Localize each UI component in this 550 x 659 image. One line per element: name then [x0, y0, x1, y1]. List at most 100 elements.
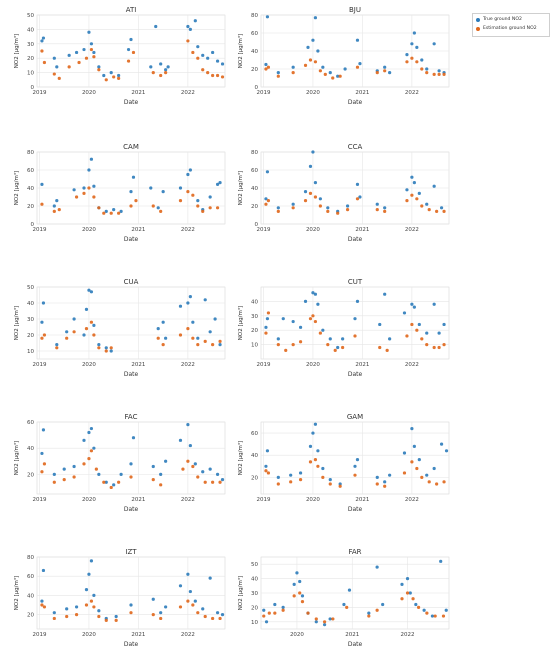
estimation-point — [289, 480, 293, 484]
true-ground-point — [422, 608, 426, 612]
true-ground-point — [84, 588, 89, 592]
true-ground-point — [417, 191, 421, 195]
true-ground-point — [220, 478, 225, 482]
y-tick-label: 0 — [255, 85, 259, 91]
true-ground-point — [109, 71, 113, 75]
estimation-point — [405, 591, 410, 595]
estimation-point — [74, 195, 79, 199]
true-ground-point — [191, 320, 195, 324]
true-ground-point — [188, 443, 192, 448]
x-axis-label: Date — [348, 506, 363, 513]
true-ground-point — [265, 317, 270, 321]
estimation-point — [40, 49, 44, 53]
estimation-point — [40, 470, 44, 474]
estimation-point — [77, 60, 81, 65]
estimation-point — [92, 55, 96, 59]
estimation-point — [52, 209, 56, 213]
panel-title: GAM — [347, 413, 363, 421]
estimation-point — [276, 343, 280, 347]
true-ground-point — [400, 582, 404, 586]
true-ground-point — [264, 197, 268, 201]
estimation-point — [159, 73, 163, 78]
estimation-point — [427, 480, 431, 484]
true-ground-point — [358, 62, 362, 66]
x-tick-label: 2022 — [181, 227, 195, 233]
true-ground-point — [41, 568, 46, 573]
x-tick-label: 2019 — [32, 632, 46, 638]
true-ground-point — [367, 611, 371, 615]
x-tick-label: 2020 — [82, 362, 96, 368]
estimation-point — [420, 337, 424, 341]
true-ground-point — [281, 317, 285, 321]
true-ground-point — [388, 473, 392, 477]
true-ground-point — [311, 291, 315, 295]
y-tick-label: 10 — [251, 343, 258, 349]
estimation-point — [303, 199, 308, 203]
estimation-point — [186, 459, 190, 463]
estimation-point — [181, 467, 185, 471]
estimation-point — [264, 469, 268, 473]
true-ground-point — [52, 56, 56, 60]
estimation-point — [206, 71, 210, 75]
y-tick-label: 20 — [251, 328, 258, 334]
true-ground-point — [321, 65, 325, 69]
true-ground-point — [321, 328, 325, 332]
estimation-point — [375, 482, 379, 486]
y-tick-label: 50 — [251, 562, 258, 568]
true-ground-point — [328, 337, 332, 341]
plot-area — [36, 421, 226, 495]
estimation-point — [203, 480, 207, 484]
true-ground-point — [425, 202, 429, 206]
estimation-point — [442, 72, 446, 76]
true-ground-point — [341, 337, 345, 341]
estimation-point — [326, 209, 330, 213]
y-tick-label: 40 — [27, 301, 34, 307]
true-ground-point — [295, 571, 299, 575]
true-ground-point — [276, 475, 280, 479]
x-tick-label: 2021 — [131, 90, 145, 96]
true-ground-point — [211, 50, 215, 55]
estimation-point — [74, 613, 79, 617]
true-ground-point — [425, 67, 429, 71]
true-ground-point — [208, 330, 212, 334]
estimation-point — [375, 71, 379, 75]
estimation-point — [203, 614, 207, 619]
true-ground-point — [193, 599, 197, 603]
true-ground-point — [402, 451, 407, 455]
true-ground-point — [276, 206, 280, 210]
true-ground-point — [264, 464, 268, 468]
y-tick-label: 10 — [27, 349, 34, 355]
estimation-point — [52, 480, 56, 484]
y-tick-label: 60 — [27, 168, 34, 174]
true-ground-point — [196, 45, 200, 49]
estimation-point — [40, 603, 44, 607]
plot-area — [36, 14, 226, 88]
true-ground-point — [355, 182, 360, 186]
x-tick-label: 2021 — [345, 632, 359, 638]
true-ground-point — [412, 305, 416, 309]
estimation-point — [331, 76, 335, 80]
estimation-point — [308, 460, 313, 464]
estimation-point — [211, 616, 215, 621]
true-ground-point — [420, 58, 424, 62]
estimation-point — [284, 348, 288, 352]
estimation-point — [159, 209, 163, 213]
estimation-point — [410, 56, 414, 60]
true-ground-point — [408, 591, 412, 595]
estimation-point — [92, 333, 96, 337]
estimation-point — [313, 60, 318, 64]
x-tick-label: 2020 — [82, 497, 96, 503]
estimation-point — [131, 50, 136, 55]
estimation-point — [303, 63, 308, 67]
estimation-point — [353, 334, 357, 338]
true-ground-point — [300, 594, 305, 598]
true-ground-point — [358, 195, 362, 199]
estimation-point — [186, 39, 190, 43]
x-tick-label: 2021 — [355, 90, 369, 96]
estimation-point — [367, 614, 371, 618]
x-axis-label: Date — [348, 99, 363, 106]
estimation-point — [178, 199, 183, 203]
panel-title: BJU — [349, 6, 361, 14]
x-axis-label: Date — [348, 641, 363, 648]
